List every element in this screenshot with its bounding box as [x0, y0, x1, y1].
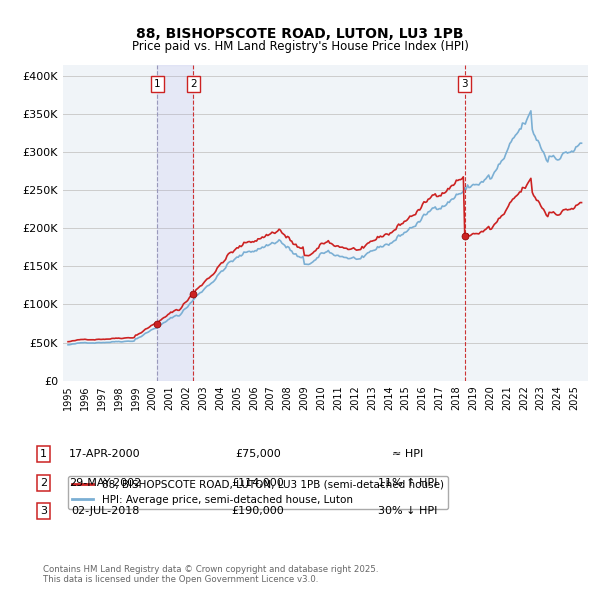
Text: ≈ HPI: ≈ HPI: [392, 450, 424, 459]
Text: £75,000: £75,000: [235, 450, 281, 459]
Text: 02-JUL-2018: 02-JUL-2018: [71, 506, 139, 516]
Text: 17-APR-2000: 17-APR-2000: [69, 450, 141, 459]
Text: 1: 1: [154, 79, 161, 89]
Text: 11% ↑ HPI: 11% ↑ HPI: [379, 478, 437, 487]
Legend: 88, BISHOPSCOTE ROAD, LUTON, LU3 1PB (semi-detached house), HPI: Average price, : 88, BISHOPSCOTE ROAD, LUTON, LU3 1PB (se…: [68, 476, 448, 509]
Text: Price paid vs. HM Land Registry's House Price Index (HPI): Price paid vs. HM Land Registry's House …: [131, 40, 469, 53]
Text: £114,000: £114,000: [232, 478, 284, 487]
Bar: [157, 65, 193, 381]
Text: 3: 3: [40, 506, 47, 516]
Text: 29-MAY-2002: 29-MAY-2002: [69, 478, 141, 487]
Text: 2: 2: [190, 79, 196, 89]
Text: 88, BISHOPSCOTE ROAD, LUTON, LU3 1PB: 88, BISHOPSCOTE ROAD, LUTON, LU3 1PB: [136, 27, 464, 41]
Text: 1: 1: [40, 450, 47, 459]
Text: 30% ↓ HPI: 30% ↓ HPI: [379, 506, 437, 516]
Text: 2: 2: [40, 478, 47, 487]
Text: Contains HM Land Registry data © Crown copyright and database right 2025.
This d: Contains HM Land Registry data © Crown c…: [43, 565, 379, 584]
Text: £190,000: £190,000: [232, 506, 284, 516]
Text: 3: 3: [461, 79, 468, 89]
